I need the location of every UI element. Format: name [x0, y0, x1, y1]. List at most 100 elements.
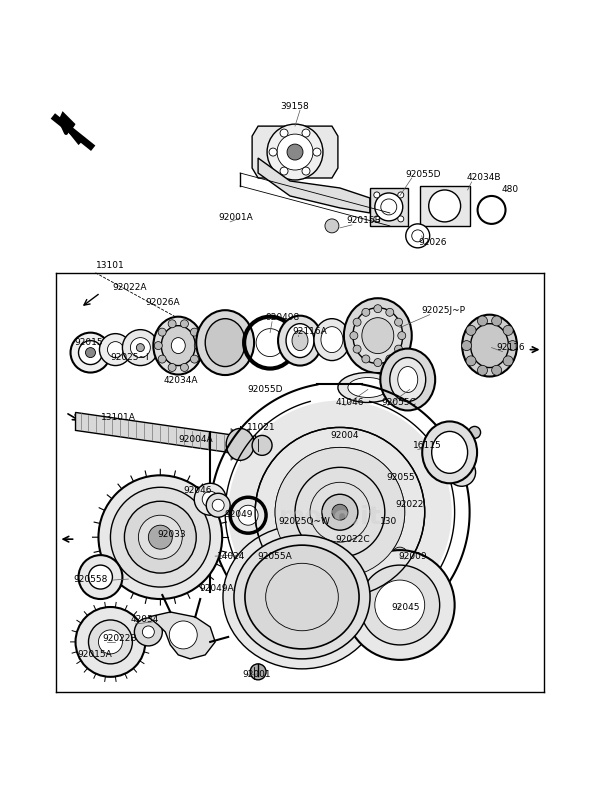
Circle shape	[272, 550, 284, 561]
Circle shape	[302, 129, 310, 137]
Circle shape	[302, 167, 310, 175]
Circle shape	[322, 495, 358, 530]
Ellipse shape	[422, 422, 477, 484]
Circle shape	[299, 513, 317, 530]
Ellipse shape	[161, 326, 195, 366]
Circle shape	[88, 565, 112, 589]
Circle shape	[280, 129, 288, 137]
Circle shape	[134, 618, 163, 646]
Text: 92116A: 92116A	[292, 327, 327, 336]
Circle shape	[98, 630, 122, 654]
Text: 92022: 92022	[396, 500, 424, 509]
Ellipse shape	[226, 429, 254, 460]
Circle shape	[313, 148, 321, 156]
Ellipse shape	[292, 330, 308, 351]
Circle shape	[395, 345, 403, 353]
Circle shape	[375, 193, 403, 221]
Circle shape	[466, 356, 476, 366]
Circle shape	[267, 124, 323, 180]
Ellipse shape	[171, 338, 185, 353]
Text: 92022A: 92022A	[112, 283, 147, 292]
Text: 92033: 92033	[157, 530, 186, 539]
Circle shape	[491, 316, 502, 326]
Text: 130: 130	[380, 517, 397, 526]
Ellipse shape	[234, 535, 370, 659]
Circle shape	[412, 230, 424, 242]
Circle shape	[381, 199, 397, 215]
Ellipse shape	[196, 310, 254, 375]
Circle shape	[250, 664, 266, 680]
Circle shape	[280, 167, 288, 175]
Text: 92026A: 92026A	[145, 298, 180, 307]
Polygon shape	[59, 111, 85, 145]
Circle shape	[345, 550, 455, 660]
Text: 13101A: 13101A	[100, 413, 136, 422]
Circle shape	[275, 447, 405, 577]
Circle shape	[100, 334, 131, 366]
Circle shape	[362, 309, 370, 316]
Text: 42034A: 42034A	[163, 376, 198, 385]
Circle shape	[491, 365, 502, 375]
Circle shape	[154, 341, 163, 349]
Circle shape	[386, 309, 394, 316]
Circle shape	[190, 355, 199, 363]
Text: 92015A: 92015A	[77, 651, 112, 659]
Circle shape	[325, 219, 339, 233]
Ellipse shape	[314, 319, 350, 360]
Circle shape	[392, 547, 408, 563]
Circle shape	[181, 363, 188, 371]
Circle shape	[478, 316, 487, 326]
Circle shape	[395, 318, 403, 326]
Circle shape	[461, 341, 472, 351]
Text: 920498: 920498	[265, 313, 299, 322]
Circle shape	[275, 447, 405, 577]
Circle shape	[266, 543, 290, 567]
Circle shape	[110, 487, 210, 587]
Circle shape	[429, 190, 461, 222]
Circle shape	[206, 493, 230, 517]
Circle shape	[353, 318, 361, 326]
Circle shape	[202, 491, 218, 507]
Circle shape	[124, 502, 196, 573]
Text: 92001A: 92001A	[218, 214, 253, 222]
Circle shape	[466, 325, 476, 335]
Text: 92049: 92049	[224, 509, 253, 519]
Circle shape	[79, 555, 122, 599]
Ellipse shape	[348, 378, 388, 397]
Text: 92055A: 92055A	[257, 552, 292, 560]
Text: 92015: 92015	[74, 338, 103, 347]
Text: 16115: 16115	[413, 441, 442, 450]
Circle shape	[228, 400, 452, 624]
Text: moto.it: moto.it	[278, 506, 382, 529]
Ellipse shape	[431, 432, 467, 473]
Circle shape	[190, 328, 199, 336]
Circle shape	[71, 333, 110, 373]
Circle shape	[85, 348, 95, 358]
Circle shape	[122, 330, 158, 366]
Text: 920558: 920558	[74, 575, 108, 583]
Circle shape	[76, 607, 145, 677]
Circle shape	[168, 319, 176, 328]
Text: 92046: 92046	[183, 486, 212, 495]
Circle shape	[130, 338, 151, 358]
Ellipse shape	[380, 349, 435, 411]
Circle shape	[269, 148, 277, 156]
Circle shape	[332, 504, 348, 520]
Ellipse shape	[223, 525, 381, 669]
Text: 92004A: 92004A	[178, 435, 213, 444]
Circle shape	[353, 345, 361, 353]
Circle shape	[448, 458, 476, 486]
Circle shape	[344, 531, 356, 543]
Polygon shape	[252, 126, 338, 178]
Circle shape	[398, 216, 404, 222]
Circle shape	[136, 344, 145, 352]
Ellipse shape	[353, 308, 403, 363]
Polygon shape	[258, 158, 370, 213]
Circle shape	[194, 484, 226, 515]
Text: 39158: 39158	[281, 102, 310, 111]
Text: 92055D: 92055D	[406, 170, 441, 178]
Ellipse shape	[462, 315, 517, 377]
Circle shape	[398, 192, 404, 198]
Circle shape	[277, 134, 313, 170]
Circle shape	[322, 495, 358, 530]
